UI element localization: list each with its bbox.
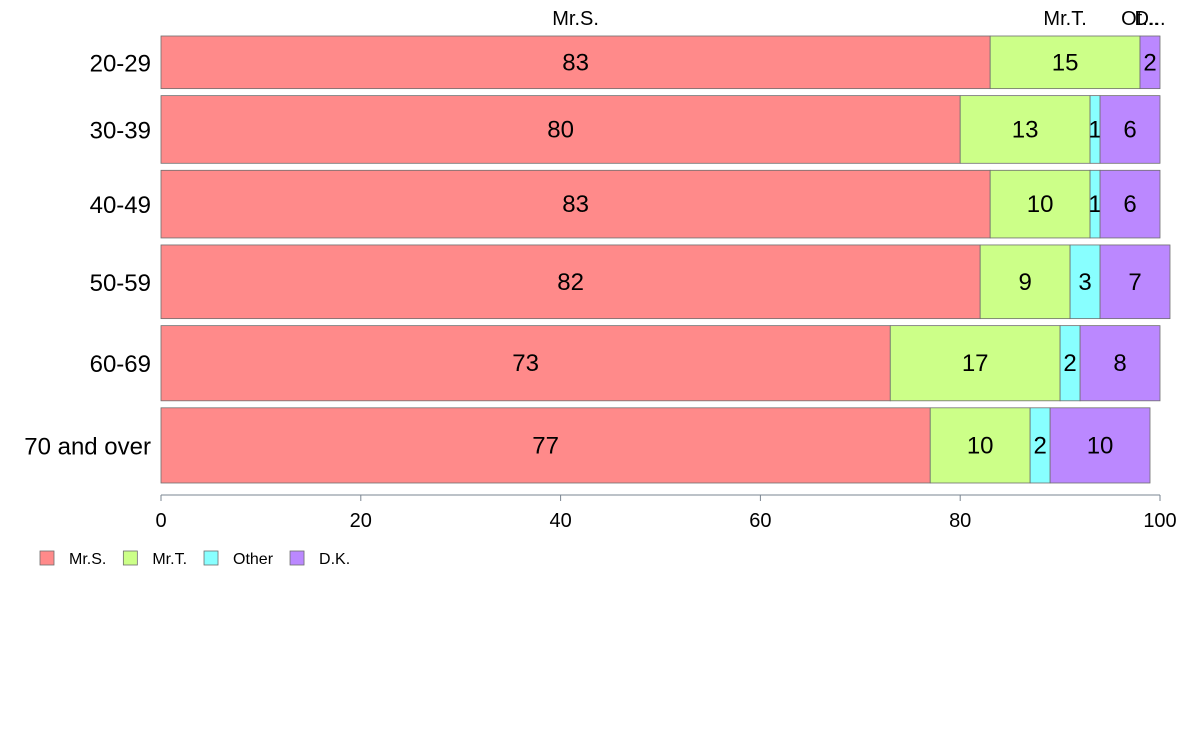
data-label: 10 xyxy=(1027,191,1054,218)
bar-segment xyxy=(889,325,1061,402)
bar-segment xyxy=(1099,244,1171,320)
data-label: 6 xyxy=(1123,116,1136,143)
x-tick-label: 60 xyxy=(749,510,771,532)
bar-segment xyxy=(1099,169,1161,239)
top-series-label: D... xyxy=(1134,8,1165,30)
y-tick-label: 30-39 xyxy=(90,117,151,144)
bar-row: 77 10 2 10 xyxy=(160,407,1151,484)
bar-segment xyxy=(160,407,931,484)
x-tick-label: 100 xyxy=(1143,510,1176,532)
legend-swatch xyxy=(289,550,305,566)
data-label: 77 xyxy=(532,432,559,459)
y-tick-label: 50-59 xyxy=(90,270,151,297)
data-label: 17 xyxy=(962,350,989,377)
data-label: 8 xyxy=(1113,350,1126,377)
legend-label: Other xyxy=(233,551,274,568)
y-axis-labels: 20-29 30-39 40-49 50-59 60-69 70 and over xyxy=(24,50,151,460)
bar-segment xyxy=(929,407,1031,484)
legend-item: Mr.T. xyxy=(122,550,187,568)
data-label: 2 xyxy=(1143,49,1156,76)
bar-segment xyxy=(1099,95,1161,164)
data-label: 73 xyxy=(512,350,539,377)
x-axis: 0 20 40 60 80 100 xyxy=(155,494,1177,532)
bar-row: 83 15 2 xyxy=(160,35,1161,90)
bar-segment xyxy=(1139,35,1161,90)
data-label: 15 xyxy=(1052,49,1079,76)
bar-row: 83 10 1 6 xyxy=(160,169,1161,239)
bar-segment xyxy=(1049,407,1151,484)
bar-segment xyxy=(1079,325,1161,402)
x-tick-label: 80 xyxy=(949,510,971,532)
y-tick-label: 40-49 xyxy=(90,192,151,219)
legend-item: D.K. xyxy=(289,550,350,568)
legend-label: Mr.S. xyxy=(69,551,106,568)
bar-segment xyxy=(1069,244,1101,320)
y-tick-label: 20-29 xyxy=(90,50,151,77)
legend-label: D.K. xyxy=(319,551,350,568)
data-label: 83 xyxy=(562,191,589,218)
bar-segment xyxy=(979,244,1071,320)
top-series-labels: Mr.S. Mr.T. Ot...D... xyxy=(552,8,1165,30)
y-tick-label: 70 and over xyxy=(24,433,151,460)
data-label: 13 xyxy=(1012,116,1039,143)
data-label: 7 xyxy=(1128,269,1141,296)
legend-swatch xyxy=(122,550,138,566)
data-label: 10 xyxy=(1087,432,1114,459)
y-tick-label: 60-69 xyxy=(90,351,151,378)
data-label: 1 xyxy=(1088,191,1101,218)
x-tick-label: 20 xyxy=(350,510,372,532)
legend-swatch xyxy=(203,550,219,566)
legend-swatch xyxy=(39,550,55,566)
legend-item: Mr.S. xyxy=(39,550,106,568)
data-label: 10 xyxy=(967,432,994,459)
x-tick-label: 0 xyxy=(155,510,166,532)
data-label: 82 xyxy=(557,269,584,296)
bar-segment xyxy=(959,95,1091,164)
top-series-label: Ot... xyxy=(1121,8,1159,30)
x-tick-label: 40 xyxy=(549,510,571,532)
bar-segment xyxy=(160,244,981,320)
bar-segment xyxy=(160,325,891,402)
data-label: 2 xyxy=(1063,350,1076,377)
data-label: 3 xyxy=(1078,269,1091,296)
top-series-label: Mr.T. xyxy=(1043,8,1086,30)
data-label: 9 xyxy=(1018,269,1031,296)
top-series-label: Mr.S. xyxy=(552,8,599,30)
bar-area: 83 15 280 13 1 683 10 1 682 9 3 773 17 2 877 10 2 10 xyxy=(160,35,1171,484)
bar-row: 80 13 1 6 xyxy=(160,95,1161,164)
legend: Mr.S. Mr.T. Other D.K. xyxy=(39,550,350,568)
data-label: 80 xyxy=(547,116,574,143)
data-label: 83 xyxy=(562,49,589,76)
bar-segment xyxy=(989,169,1091,239)
legend-item: Other xyxy=(203,550,274,568)
data-label: 2 xyxy=(1033,432,1046,459)
bar-segment xyxy=(160,169,991,239)
bar-segment xyxy=(160,95,961,164)
data-label: 1 xyxy=(1088,116,1101,143)
bar-row: 82 9 3 7 xyxy=(160,244,1171,320)
bar-segment xyxy=(989,35,1141,90)
data-label: 6 xyxy=(1123,191,1136,218)
legend-label: Mr.T. xyxy=(152,551,187,568)
bar-row: 73 17 2 8 xyxy=(160,325,1161,402)
